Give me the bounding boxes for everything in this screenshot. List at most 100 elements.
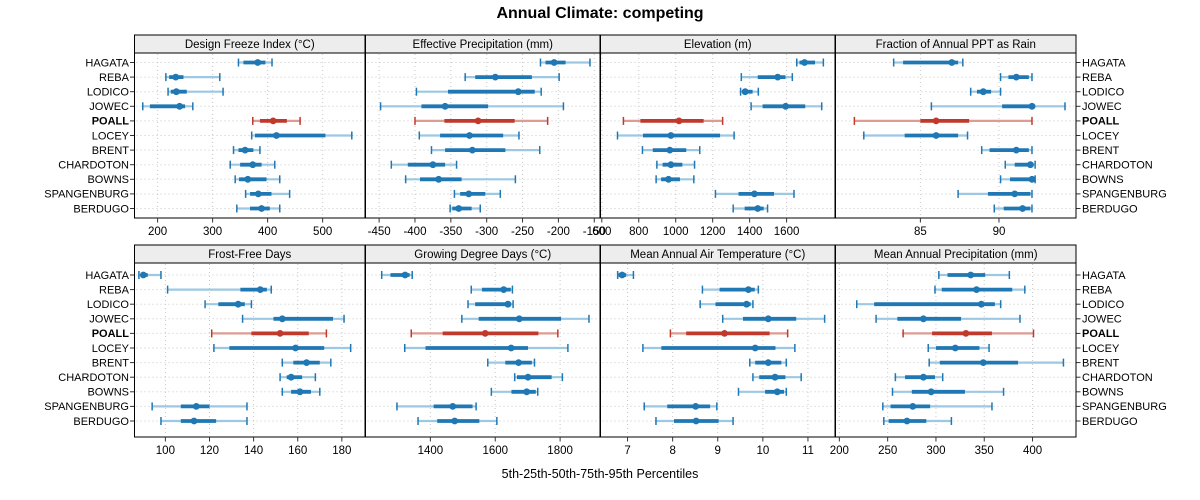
median-dot [500,286,508,293]
x-tick-label: 9 [715,445,721,457]
x-tick-label: 200 [148,226,167,238]
median-dot [692,417,700,425]
x-tick-label: 7 [624,445,630,457]
median-dot [919,373,927,381]
site-label-right: REBA [1082,284,1113,296]
site-label-right: HAGATA [1082,57,1126,69]
median-dot [932,132,940,139]
x-tick-label: 350 [975,445,994,457]
median-dot [269,117,277,125]
median-dot [524,373,532,381]
median-dot [967,271,975,279]
median-dot [550,59,558,66]
panel-body [134,262,366,438]
x-tick-label: 1400 [418,445,444,457]
site-label-right: BOWNS [1082,387,1124,399]
median-dot [665,175,672,183]
median-dot [745,286,752,293]
site-label-right: CHARDOTON [1082,372,1153,384]
x-tick-label: 1200 [700,226,726,238]
x-tick-label: 800 [629,226,648,238]
site-label-left: BERDUGO [73,416,129,428]
median-dot [441,102,449,110]
median-dot [172,73,180,81]
median-dot [951,344,959,352]
median-dot [909,403,917,410]
site-label-right: BERDUGO [1082,416,1138,428]
median-dot [932,117,940,125]
site-label-right: BERDUGO [1082,203,1138,215]
site-label-right: JOWEC [1082,101,1122,113]
panel-header-title: Elevation (m) [684,39,752,51]
site-label-right: JOWEC [1082,314,1122,326]
median-dot [751,344,759,352]
x-tick-label: 400 [258,226,277,238]
median-dot [773,388,781,396]
median-dot [139,271,147,279]
median-dot [254,190,262,198]
site-label-left: LODICO [87,87,130,99]
median-dot [1012,73,1020,81]
panel-header-title: Effective Precipitation (mm) [413,39,554,51]
site-label-right: SPANGENBURG [1082,189,1167,201]
x-tick-label: 300 [926,445,945,457]
site-label-left: HAGATA [85,57,129,69]
site-label-left: JOWEC [89,101,129,113]
median-dot [754,205,762,212]
x-tick-label: -400 [403,226,426,238]
median-dot [667,132,675,139]
x-tick-label: 400 [1023,445,1042,457]
site-label-left: REBA [99,72,130,84]
median-dot [692,403,700,410]
site-label-left: BOWNS [87,174,129,186]
site-label-left: REBA [99,284,130,296]
median-dot [190,417,198,425]
median-dot [1028,175,1036,183]
site-label-left: HAGATA [85,270,129,282]
x-tick-label: 160 [288,445,307,457]
median-dot [721,330,728,337]
median-dot [903,417,911,425]
site-label-left: CHARDOTON [58,372,129,384]
x-tick-label: 11 [802,445,814,457]
median-dot [401,271,409,279]
median-dot [771,373,779,381]
x-tick-label: -300 [475,226,498,238]
median-dot [1012,146,1020,154]
median-dot [979,359,987,366]
x-tick-label: -350 [439,226,462,238]
median-dot [515,359,522,366]
median-dot [973,286,980,293]
median-dot [1028,102,1036,110]
median-dot [741,88,749,96]
site-label-left: BRENT [92,145,130,157]
median-dot [244,175,252,183]
median-dot [276,330,284,337]
panel-header-title: Design Freeze Index (°C) [185,39,315,51]
chart-caption: 5th-25th-50th-75th-95th Percentiles [501,467,699,481]
x-tick-label: 600 [592,226,611,238]
x-tick-label: 1000 [663,226,689,238]
site-label-right: SPANGENBURG [1082,401,1167,413]
x-tick-label: 200 [830,445,849,457]
median-dot [618,271,626,279]
x-tick-label: 100 [156,445,175,457]
x-tick-label: 90 [993,226,1006,238]
site-label-right: CHARDOTON [1082,160,1153,172]
x-tick-label: 85 [914,226,927,238]
median-dot [435,175,443,183]
median-dot [466,132,473,139]
x-tick-label: 250 [878,445,897,457]
median-dot [273,132,280,139]
median-dot [429,161,437,169]
x-tick-label: 1800 [547,445,573,457]
median-dot [743,300,751,308]
site-label-left: BERDUGO [73,203,129,215]
median-dot [1027,161,1034,169]
site-label-left: POALL [92,116,130,128]
median-dot [172,88,180,96]
median-dot [782,102,790,110]
x-tick-label: -150 [583,226,606,238]
